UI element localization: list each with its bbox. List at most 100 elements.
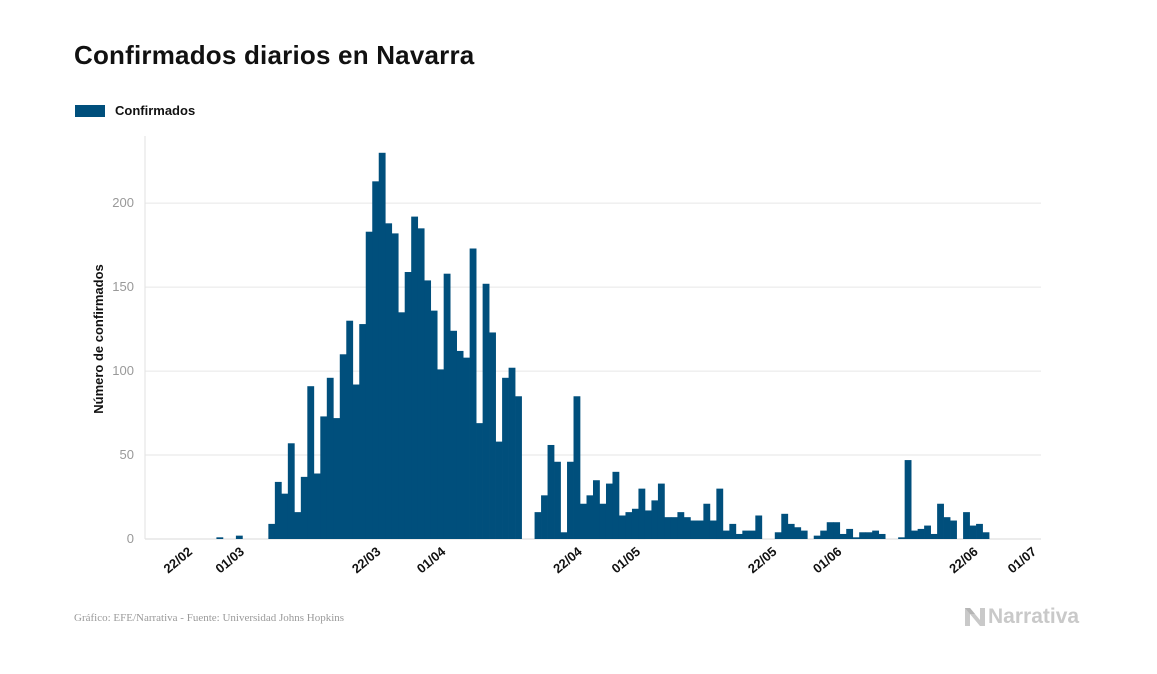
bar (826, 522, 834, 539)
bar (235, 535, 243, 539)
bar (878, 533, 886, 539)
y-tick-label: 100 (112, 363, 134, 378)
bar (846, 528, 854, 539)
bar (313, 473, 321, 539)
bar (541, 495, 548, 539)
bar (813, 535, 821, 539)
bar (722, 530, 730, 539)
bar (787, 523, 795, 539)
bar (320, 416, 328, 539)
bar (683, 517, 691, 539)
bar (463, 357, 470, 539)
x-tick-label: 01/06 (810, 544, 845, 576)
bar (593, 480, 600, 539)
brand: Narrativa (964, 605, 1079, 629)
bar (385, 223, 393, 539)
x-tick-label: 01/04 (414, 543, 449, 576)
bar (625, 512, 633, 539)
bar (833, 522, 841, 539)
legend-label: Confirmados (115, 103, 196, 118)
bar (612, 471, 620, 539)
bar (450, 330, 457, 539)
bar (618, 515, 626, 539)
bar (443, 273, 451, 539)
y-tick-label: 50 (120, 447, 134, 462)
bar (969, 525, 977, 539)
bar (670, 517, 678, 539)
bar (489, 332, 496, 539)
bar (898, 537, 905, 539)
y-tick-label: 0 (127, 531, 134, 546)
bar (703, 503, 711, 539)
x-tick-label: 22/03 (349, 544, 384, 576)
x-axis: 22/02 01/03 22/03 01/04 22/04 01/05 22/05 01/06… (161, 543, 1040, 576)
bar (859, 532, 867, 539)
narrativa-logo-icon (965, 608, 985, 626)
bar (742, 530, 750, 539)
bar (476, 423, 483, 539)
x-tick-label: 22/06 (946, 544, 981, 576)
bar (930, 533, 938, 539)
bar (508, 367, 516, 539)
bar (495, 441, 503, 539)
bar (820, 530, 828, 539)
bar (554, 461, 561, 539)
bar (865, 532, 873, 539)
x-tick-label: 22/02 (161, 544, 196, 576)
chart-title: Confirmados diarios en Navarra (74, 40, 475, 70)
bar (982, 532, 990, 539)
bar (346, 320, 354, 539)
bar (417, 228, 425, 539)
bar (644, 510, 652, 539)
bar (378, 152, 386, 540)
bar (638, 488, 646, 540)
x-tick-label: 01/03 (212, 544, 247, 576)
bar (281, 493, 289, 539)
bar (268, 523, 276, 539)
bar (852, 537, 860, 539)
bar (580, 503, 587, 539)
bar (300, 476, 308, 539)
bar (339, 354, 347, 539)
bar (729, 523, 737, 539)
bar (333, 418, 341, 539)
bar (287, 443, 295, 539)
x-tick-label: 22/05 (745, 544, 780, 576)
bar (651, 500, 659, 539)
bar (502, 377, 509, 539)
y-axis: 0 50 100 150 200 (112, 195, 134, 546)
bar (657, 483, 665, 539)
bar (781, 513, 789, 539)
y-axis-label: Número de confirmados (91, 264, 106, 414)
bar (904, 460, 912, 539)
source-note: Gráfico: EFE/Narrativa - Fuente: Univers… (74, 612, 345, 624)
bar (950, 520, 957, 539)
bar (437, 369, 445, 539)
bar (664, 517, 672, 539)
bar (872, 530, 880, 539)
bar (774, 532, 782, 539)
bar (456, 350, 464, 539)
brand-name: Narrativa (988, 605, 1080, 628)
bar (573, 396, 581, 539)
bar (917, 528, 925, 539)
bar (709, 520, 717, 539)
bar (976, 523, 983, 539)
bar (631, 508, 639, 539)
bar (748, 530, 756, 539)
legend-swatch (75, 104, 105, 117)
bar (547, 444, 555, 539)
bar (515, 396, 522, 539)
bar (794, 527, 802, 539)
bar (326, 377, 334, 539)
bar (937, 503, 944, 539)
bar (469, 248, 477, 539)
x-tick-label: 22/04 (550, 543, 585, 576)
x-tick-label: 01/07 (1005, 544, 1040, 576)
bar (690, 520, 698, 539)
bar (294, 512, 302, 539)
bar (307, 386, 315, 539)
bar (586, 495, 594, 539)
bar (943, 517, 951, 539)
